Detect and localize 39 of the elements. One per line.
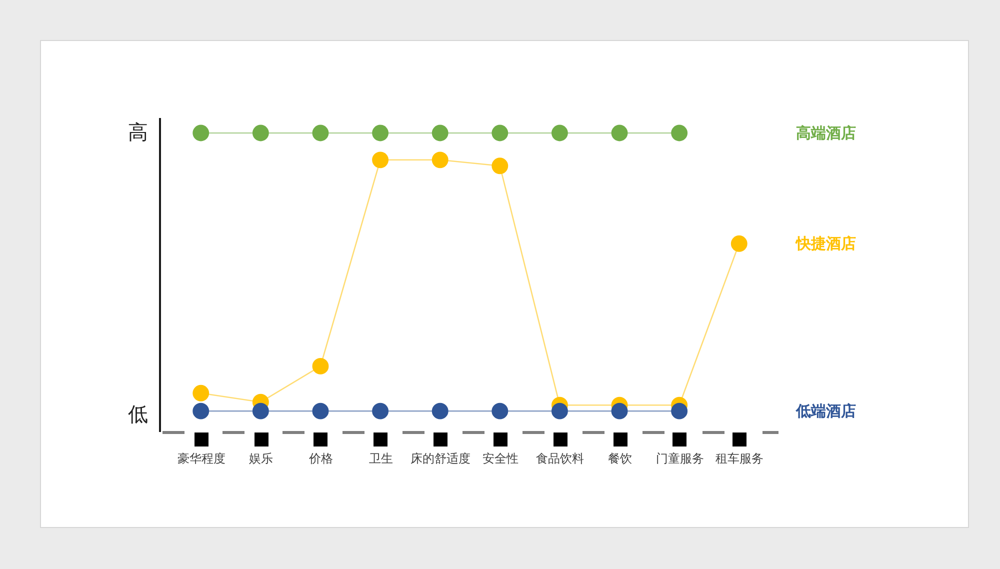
x-tick-label: 娱乐 (249, 452, 274, 466)
point (372, 152, 389, 168)
point (312, 358, 329, 374)
point (671, 124, 688, 142)
point (192, 402, 210, 420)
point (252, 124, 269, 142)
x-tick-label: 豪华程度 (177, 452, 226, 466)
point (611, 402, 628, 420)
point (551, 402, 568, 420)
text: 高 (128, 120, 148, 144)
x-tick-label: 餐饮 (608, 452, 632, 466)
point (432, 402, 448, 420)
point (492, 402, 508, 420)
point (492, 124, 508, 142)
text: 低 (128, 402, 148, 426)
x-tick-label: 租车服务 (716, 452, 764, 466)
point (252, 402, 269, 420)
point (492, 158, 508, 174)
point (372, 124, 389, 142)
text: 高端酒店 (796, 124, 856, 142)
point (192, 384, 210, 402)
x-tick-label: 卫生 (368, 452, 393, 466)
x-tick-label: 床的舒适度 (410, 452, 471, 466)
point (192, 124, 210, 142)
point (432, 124, 448, 142)
point (671, 402, 688, 420)
x-tick-label: 安全性 (482, 452, 518, 466)
point (730, 235, 748, 252)
x-tick-label: 食品饮料 (536, 452, 584, 466)
point (312, 402, 329, 420)
point (551, 124, 568, 142)
text: 快捷酒店 (795, 234, 856, 253)
x-tick-label: 价格 (308, 452, 333, 466)
point (432, 152, 448, 168)
text: 低端酒店 (795, 402, 856, 420)
point (611, 124, 628, 142)
point (372, 402, 389, 420)
x-tick-label: 门童服务 (656, 452, 704, 466)
point (312, 124, 329, 142)
